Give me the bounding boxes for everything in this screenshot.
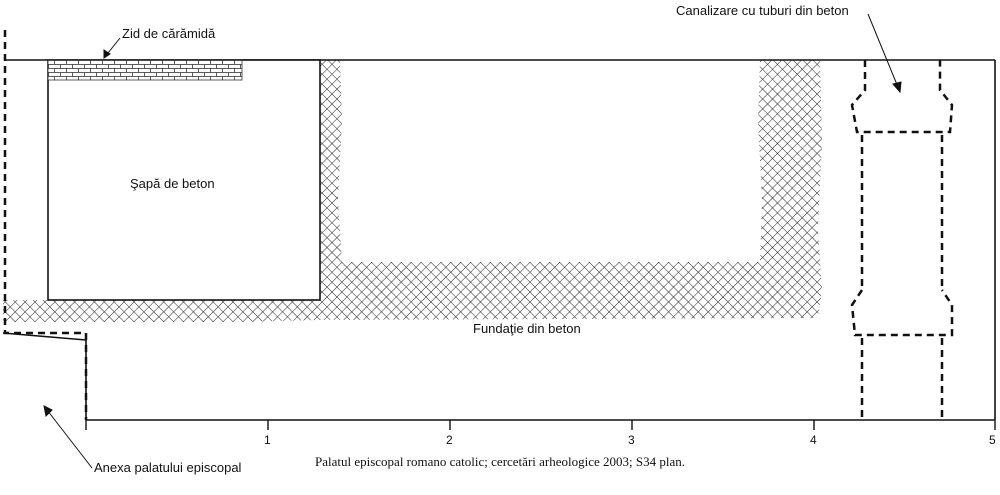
scale-tick-label-3: 3 bbox=[628, 433, 635, 447]
screed-label: Şapă de beton bbox=[130, 176, 215, 191]
concrete-foundation bbox=[3, 60, 822, 322]
brick-wall bbox=[47, 59, 243, 81]
foundation-label: Fundaţie din beton bbox=[473, 321, 581, 336]
scale-tick-label-4: 4 bbox=[810, 433, 817, 447]
pipes-label: Canalizare cu tuburi din beton bbox=[676, 3, 849, 18]
scale-tick-label-5: 5 bbox=[989, 433, 996, 447]
brick-wall-label: Zid de cărămidă bbox=[122, 26, 216, 41]
concrete-pipe-sewer bbox=[850, 60, 954, 420]
scale-tick-label-1: 1 bbox=[264, 433, 271, 447]
scale-ticks bbox=[85, 420, 996, 430]
figure-caption: Palatul episcopal romano catolic; cercet… bbox=[314, 454, 685, 469]
leader-lines bbox=[43, 13, 902, 469]
annex-label: Anexa palatului episcopal bbox=[94, 460, 242, 475]
scale-tick-label-2: 2 bbox=[446, 433, 453, 447]
